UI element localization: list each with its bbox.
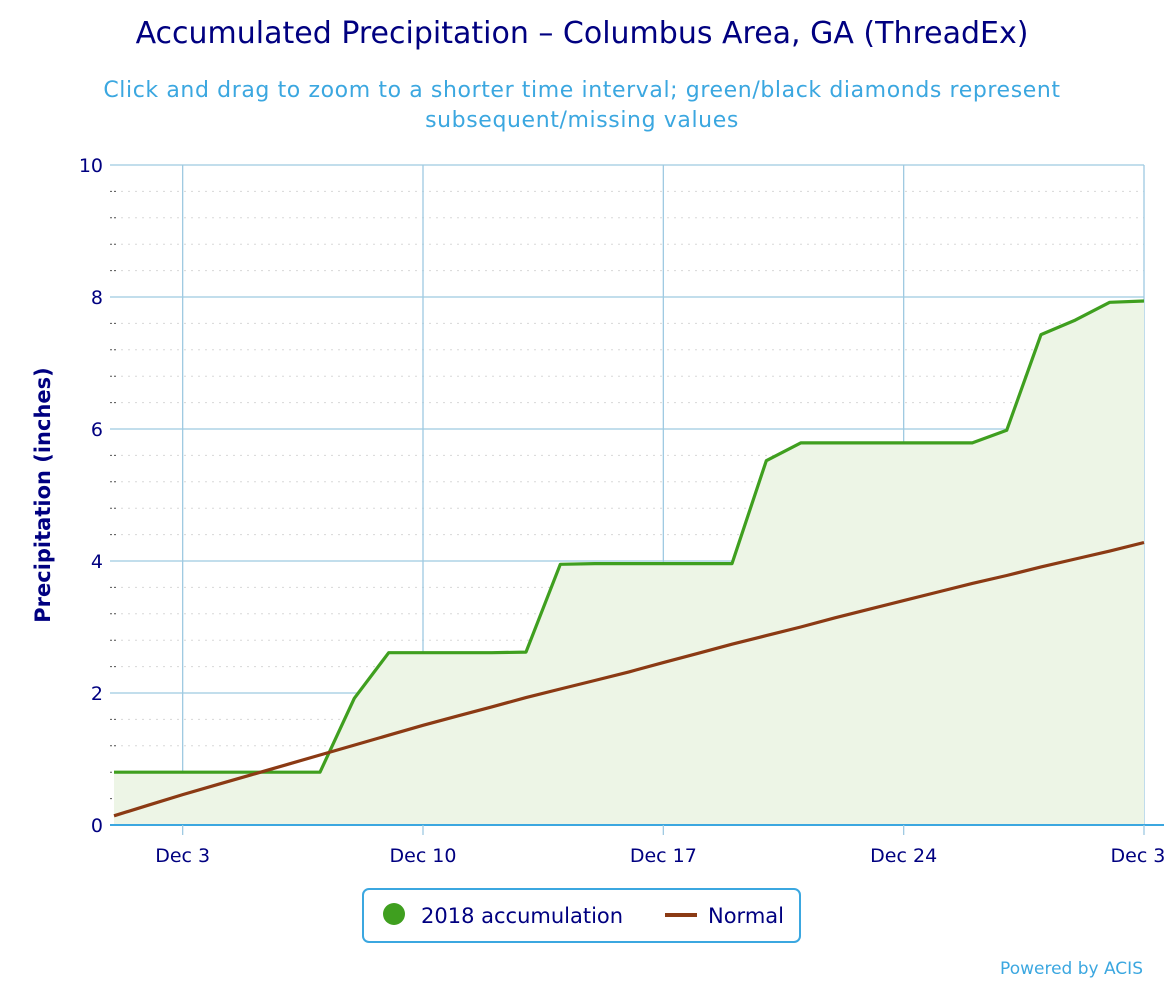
series-layer: [113, 299, 1145, 825]
legend-box: [362, 888, 801, 943]
chart-title: Accumulated Precipitation – Columbus Are…: [136, 16, 1029, 51]
x-tick-label: Dec 24: [870, 845, 937, 867]
legend[interactable]: 2018 accumulation Normal: [362, 888, 801, 943]
y-tick-label: 2: [91, 683, 103, 705]
x-tick-label: Dec 17: [630, 845, 697, 867]
y-tick-label: 0: [91, 815, 103, 837]
x-tick-label: Dec 31: [1111, 845, 1164, 867]
x-tick-label: Dec 10: [390, 845, 457, 867]
legend-label: 2018 accumulation: [421, 904, 623, 928]
accumulation-area: [114, 301, 1144, 825]
y-axis-ticks: 0 2 4 6 8 10: [79, 155, 103, 837]
x-axis-ticks: Dec 3 Dec 10 Dec 17 Dec 24 Dec 31: [155, 825, 1164, 867]
chart-subtitle-line-2: subsequent/missing values: [425, 108, 739, 133]
chart-subtitle-line-1: Click and drag to zoom to a shorter time…: [103, 78, 1060, 103]
y-tick-label: 8: [91, 287, 103, 309]
accumulation-line: [114, 299, 1145, 774]
x-tick-label: Dec 3: [155, 845, 210, 867]
plot-area[interactable]: [110, 164, 1164, 826]
y-tick-label: 6: [91, 419, 103, 441]
powered-by-credit[interactable]: Powered by ACIS: [1000, 959, 1143, 979]
legend-item-accumulation[interactable]: 2018 accumulation: [383, 903, 623, 928]
minor-gridlines: [110, 190, 1144, 800]
y-tick-label: 10: [79, 155, 103, 177]
circle-marker-icon: [383, 903, 405, 925]
y-tick-label: 4: [91, 551, 103, 573]
normal-line: [113, 540, 1145, 818]
legend-label: Normal: [708, 904, 784, 928]
legend-item-normal[interactable]: Normal: [665, 904, 784, 928]
y-axis-title: Precipitation (inches): [31, 367, 55, 623]
